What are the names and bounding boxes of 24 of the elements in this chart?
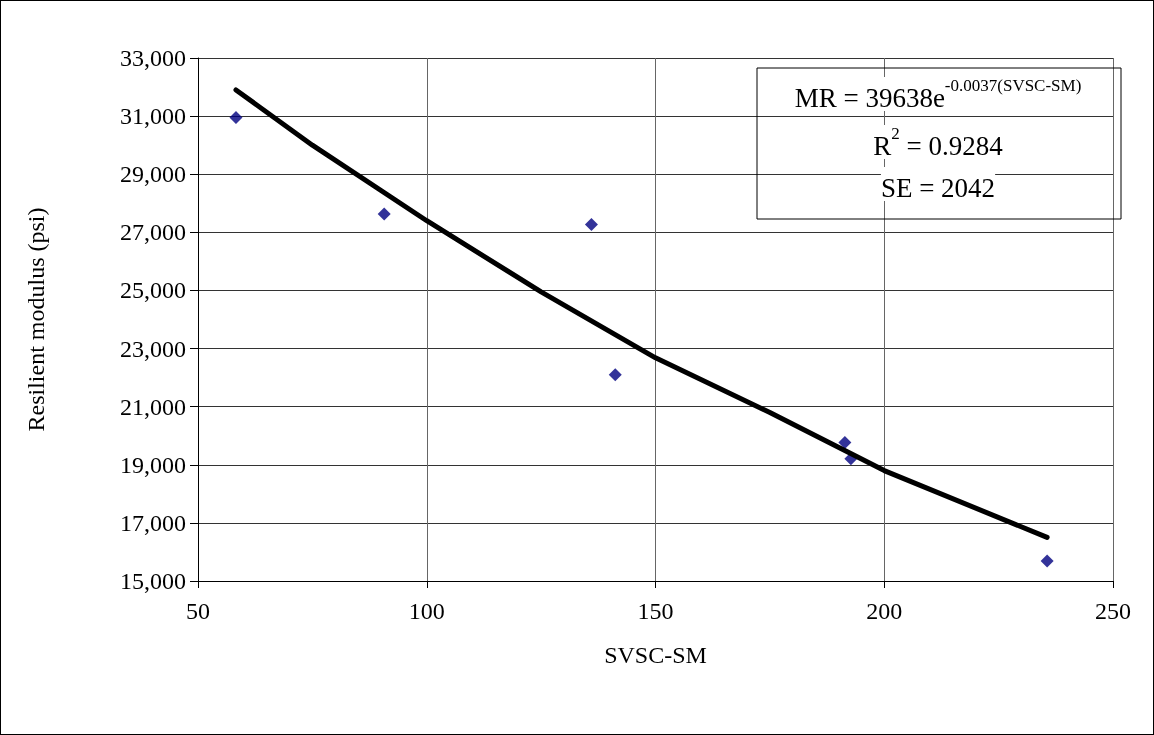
x-tick-label: 250 — [1095, 598, 1131, 624]
annotation: SE = 2042 — [880, 172, 996, 203]
y-tick-label: 21,000 — [120, 393, 186, 420]
x-tick-label: 50 — [186, 598, 210, 624]
x-tick-label: 200 — [866, 598, 903, 624]
y-axis-title: Resilient modulus (psi) — [23, 207, 49, 432]
point — [377, 207, 391, 221]
point — [584, 217, 598, 231]
point — [608, 368, 622, 382]
y-tick-label: 17,000 — [120, 509, 186, 536]
y-tick-label: 31,000 — [120, 103, 186, 130]
point — [229, 111, 243, 125]
x-tick-label: 100 — [408, 598, 445, 624]
x-axis-title: SVSC-SM — [604, 642, 707, 668]
y-tick-label: 23,000 — [120, 335, 186, 362]
y-tick-label: 19,000 — [120, 451, 186, 478]
y-tick-label: 29,000 — [120, 161, 186, 188]
point — [838, 435, 852, 449]
y-tick-label: 25,000 — [120, 277, 186, 304]
y-tick-label: 33,000 — [120, 45, 186, 71]
y-tick-label: 27,000 — [120, 219, 186, 246]
point — [1040, 554, 1054, 568]
x-tick-label: 150 — [637, 598, 674, 624]
y-tick-label: 15,000 — [120, 568, 186, 594]
